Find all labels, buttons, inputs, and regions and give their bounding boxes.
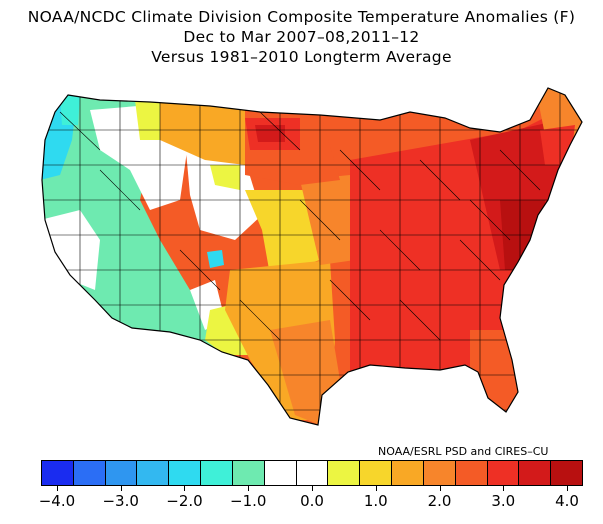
region-nd-hot [255,125,285,142]
data-credit: NOAA/ESRL PSD and CIRES–CU [378,445,549,458]
region-plains-light [245,190,320,275]
legend-tick [312,486,313,491]
legend-tick-label: 0.0 [300,492,324,510]
legend-tick [248,486,250,491]
legend-swatch [169,461,202,485]
region-yellow-wy [210,165,240,190]
legend-swatch [73,461,106,485]
legend-swatch [360,461,393,485]
region-montana-orange [160,100,245,165]
legend-swatch [137,461,170,485]
legend-tick-label: 3.0 [491,492,516,510]
legend-swatch [455,461,488,485]
legend-tick-label: −2.0 [166,492,203,510]
region-colorado-blue [207,250,224,268]
legend-swatch [105,461,138,485]
legend-tick-label: −3.0 [102,492,139,510]
legend-tick-label: 1.0 [363,492,388,510]
legend-swatch [551,461,583,485]
legend-swatch [201,461,233,485]
legend-tick [184,486,186,491]
map-title: NOAA/NCDC Climate Division Composite Tem… [27,8,576,26]
us-border [41,87,583,426]
legend-swatch [328,461,361,485]
legend-swatch [392,461,424,485]
region-wa-cyan [60,95,80,125]
color-legend-bar [41,460,583,486]
legend-swatch [232,461,265,485]
legend-swatch [423,461,456,485]
legend-swatch [519,461,552,485]
region-plains-orange [300,175,355,265]
legend-tick [120,486,122,491]
legend-tick-label: 4.0 [555,492,579,510]
legend-tick-label: −4.0 [38,492,76,510]
legend-tick [503,486,505,491]
legend-swatch [487,461,520,485]
map-subtitle-period: Dec to Mar 2007–08,2011–12 [183,28,420,46]
legend-tick-label: 2.0 [427,492,452,510]
legend-tick-label: −1.0 [230,492,267,510]
legend-swatch [296,461,329,485]
legend-tick [56,486,58,491]
legend-tick [567,486,569,491]
map-subtitle-baseline: Versus 1981–2010 Longterm Average [151,48,452,66]
anomaly-regions [42,88,582,425]
legend-swatch [42,461,74,485]
legend-swatch [264,461,297,485]
legend-tick [375,486,377,491]
legend-tick [439,486,441,491]
division-boundaries [42,90,582,425]
